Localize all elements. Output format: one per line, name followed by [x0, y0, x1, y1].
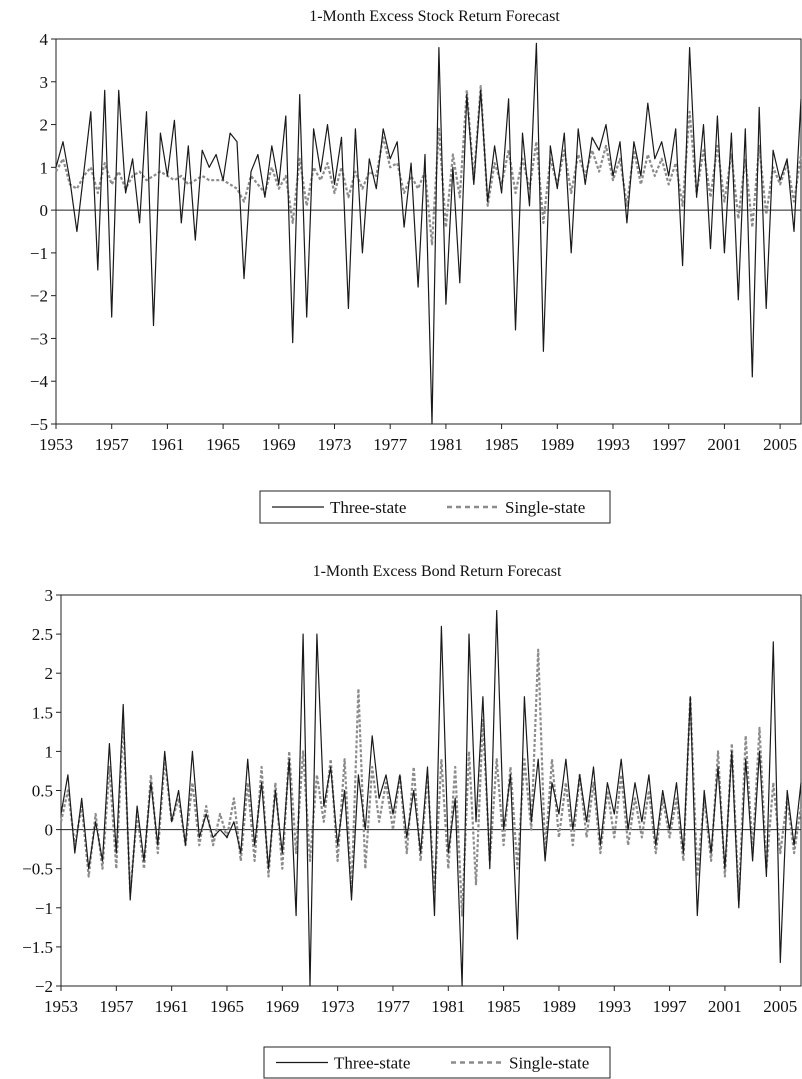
bond-plot-area [60, 594, 802, 987]
bond-x-tick-label: 1973 [321, 997, 355, 1016]
bond-series-single-state [59, 648, 802, 917]
stock-chart-title: 1-Month Excess Stock Return Forecast [309, 8, 560, 25]
stock-x-tick-label: 1981 [429, 435, 463, 454]
stock-x-tick-label: 2005 [763, 435, 797, 454]
stock-x-tick-label: 1965 [206, 435, 240, 454]
stock-x-tick-label: 2001 [707, 435, 741, 454]
bond-x-tick-label: 1989 [542, 997, 576, 1016]
stock-y-tick-label: 0 [40, 201, 49, 220]
bond-y-tick-label: 2.5 [32, 625, 53, 644]
stock-y-tick-label: −2 [30, 287, 48, 306]
stock-legend: Three-state Single-state [259, 490, 611, 524]
stock-y-tick-label: 1 [40, 158, 49, 177]
bond-y-tick-label: 0 [45, 821, 54, 840]
bond-y-tick-label: 3 [45, 586, 54, 605]
stock-x-tick-label: 1993 [596, 435, 630, 454]
stock-legend-label-three-state: Three-state [330, 498, 406, 517]
stock-legend-label-single-state: Single-state [505, 498, 585, 517]
stock-y-tick-label: −5 [30, 415, 48, 434]
bond-x-tick-label: 1969 [265, 997, 299, 1016]
bond-legend-label-single-state: Single-state [509, 1054, 589, 1073]
bond-x-tick-label: 1961 [155, 997, 189, 1016]
bond-x-tick-label: 1993 [597, 997, 631, 1016]
stock-x-tick-label: 1989 [540, 435, 574, 454]
bond-legend-label-three-state: Three-state [334, 1054, 410, 1073]
bond-x-tick-label: 1977 [376, 997, 411, 1016]
bond-y-tick-label: 1.5 [32, 703, 53, 722]
stock-y-tick-label: −3 [30, 329, 48, 348]
bond-y-tick-label: −1 [35, 899, 53, 918]
stock-x-tick-label: 1985 [485, 435, 519, 454]
bond-y-tick-label: 1 [45, 742, 54, 761]
bond-y-tick-label: −0.5 [22, 860, 53, 879]
bond-y-tick-label: −2 [35, 977, 53, 996]
stock-series-three-state [55, 42, 802, 425]
bond-x-tick-label: 2001 [708, 997, 742, 1016]
bond-legend: Three-state Single-state [263, 1046, 611, 1079]
stock-x-tick-label: 1961 [150, 435, 184, 454]
bond-x-tick-label: 1985 [487, 997, 521, 1016]
stock-x-tick-label: 1997 [652, 435, 687, 454]
stock-x-tick-label: 1953 [39, 435, 73, 454]
bond-x-tick-label: 1997 [653, 997, 688, 1016]
stock-y-tick-label: −4 [30, 372, 49, 391]
stock-series-single-state [55, 84, 802, 246]
stock-y-tick-label: 4 [40, 30, 49, 49]
bond-y-tick-label: −1.5 [22, 938, 53, 957]
stock-y-tick-label: −1 [30, 244, 48, 263]
stock-plot-area [55, 38, 802, 425]
stock-x-tick-label: 1977 [373, 435, 408, 454]
stock-x-tick-label: 1957 [95, 435, 130, 454]
bond-x-tick-label: 2005 [763, 997, 797, 1016]
bond-series-three-state [60, 609, 802, 987]
bond-x-tick-label: 1957 [99, 997, 134, 1016]
bond-x-tick-label: 1981 [431, 997, 465, 1016]
bond-x-tick-label: 1965 [210, 997, 244, 1016]
stock-y-tick-label: 3 [40, 73, 49, 92]
bond-chart: 1-Month Excess Bond Return Forecast 3 2.5 2… [22, 563, 802, 1079]
stock-x-tick-label: 1969 [262, 435, 296, 454]
bond-x-tick-label: 1953 [44, 997, 78, 1016]
stock-chart: 1-Month Excess Stock Return Forecast 4 3 2 1… [30, 8, 802, 524]
stock-x-tick-label: 1973 [318, 435, 352, 454]
bond-chart-title: 1-Month Excess Bond Return Forecast [313, 563, 562, 580]
bond-y-tick-label: 0.5 [32, 782, 53, 801]
bond-y-tick-label: 2 [45, 664, 54, 683]
stock-y-tick-label: 2 [40, 116, 49, 135]
